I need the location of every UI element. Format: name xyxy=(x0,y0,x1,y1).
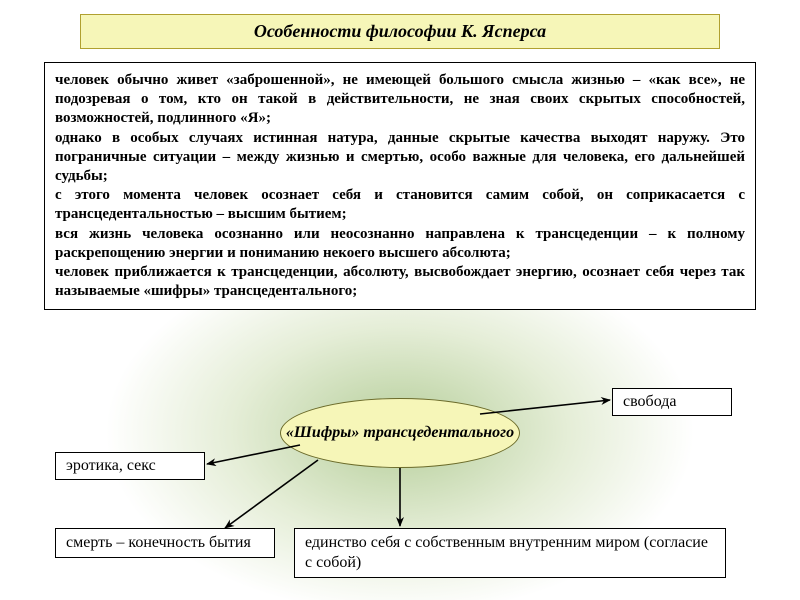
para-3: с этого момента человек осознает себя и … xyxy=(55,186,745,224)
center-label: «Шифры» трансцедентального xyxy=(280,398,520,468)
node-edinstvo: единство себя с собственным внутренним м… xyxy=(294,528,726,578)
node-svoboda: свобода xyxy=(612,388,732,416)
para-4: вся жизнь человека осознанно или неосозн… xyxy=(55,225,745,263)
para-2: однако в особых случаях истинная натура,… xyxy=(55,129,745,187)
para-5: человек приближается к трансцеденции, аб… xyxy=(55,263,745,301)
node-smert: смерть – конечность бытия xyxy=(55,528,275,558)
center-ellipse: «Шифры» трансцедентального xyxy=(280,398,520,468)
node-erotika: эротика, секс xyxy=(55,452,205,480)
main-text-box: человек обычно живет «заброшенной», не и… xyxy=(44,62,756,310)
para-1: человек обычно живет «заброшенной», не и… xyxy=(55,71,745,129)
title-box: Особенности философии К. Ясперса xyxy=(80,14,720,49)
